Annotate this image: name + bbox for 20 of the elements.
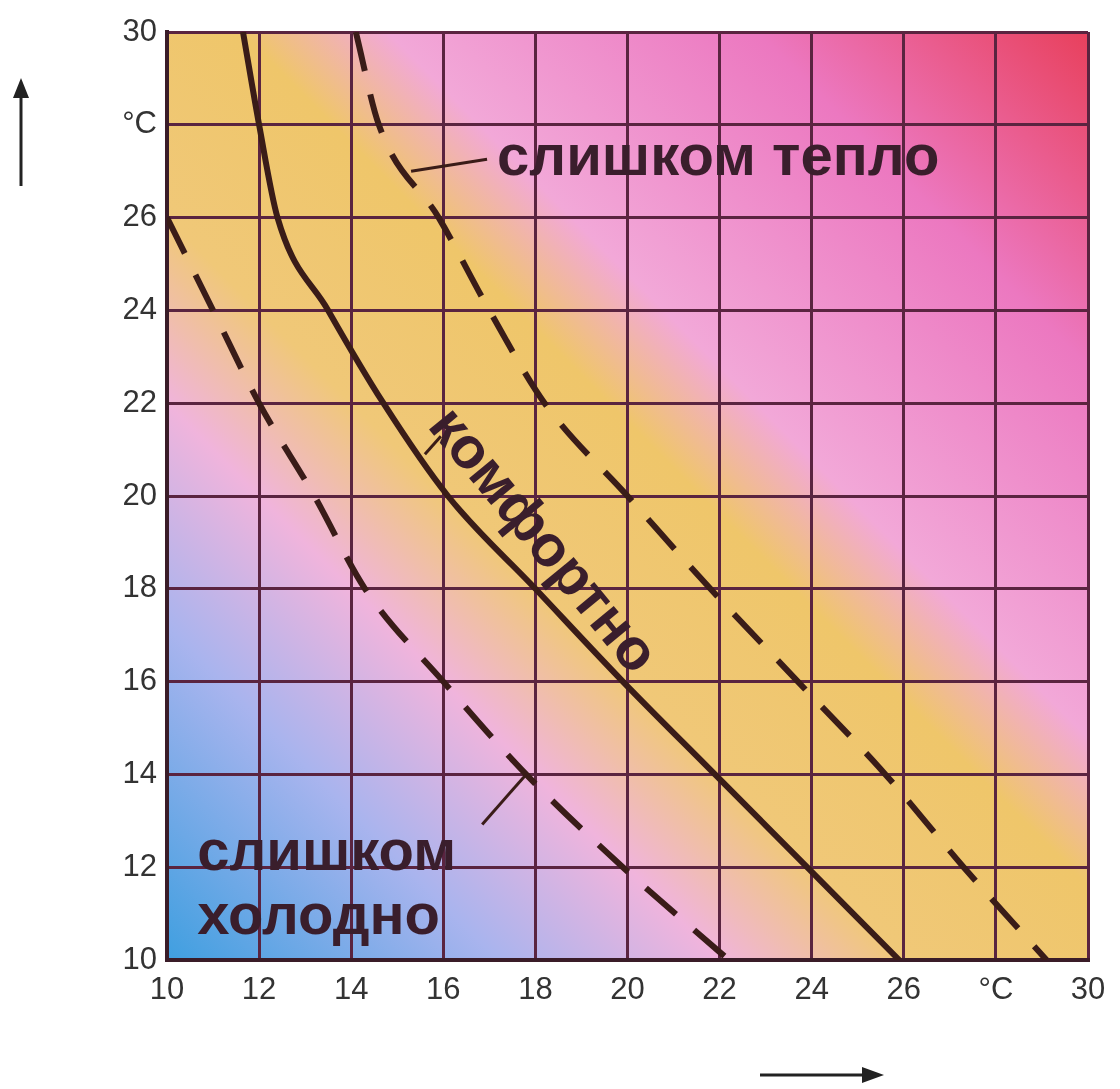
x-tick-label: 24	[794, 971, 829, 1007]
x-tick-label: 18	[518, 971, 553, 1007]
y-tick-label: 16	[122, 662, 157, 698]
x-tick-label: °C	[978, 971, 1014, 1007]
x-tick-label: 14	[333, 971, 369, 1007]
y-tick-label: 18	[122, 569, 157, 605]
x-tick-label: 22	[702, 971, 737, 1007]
x-tick-label: 16	[426, 971, 461, 1007]
y-tick-label: 22	[122, 383, 157, 419]
y-tick-label: 26	[122, 198, 157, 234]
x-tick-label: 12	[241, 971, 277, 1007]
y-tick-label: 14	[122, 754, 157, 790]
x-tick-label: 20	[610, 971, 645, 1007]
x-tick-label: 30	[1070, 971, 1106, 1007]
x-tick-label: 26	[886, 971, 922, 1007]
y-tick-label: 30	[122, 12, 157, 48]
y-tick-label: 20	[122, 476, 157, 512]
y-tick-label: 12	[122, 847, 157, 883]
y-tick-label: 24	[122, 290, 157, 326]
y-tick-label: °C	[122, 105, 157, 141]
